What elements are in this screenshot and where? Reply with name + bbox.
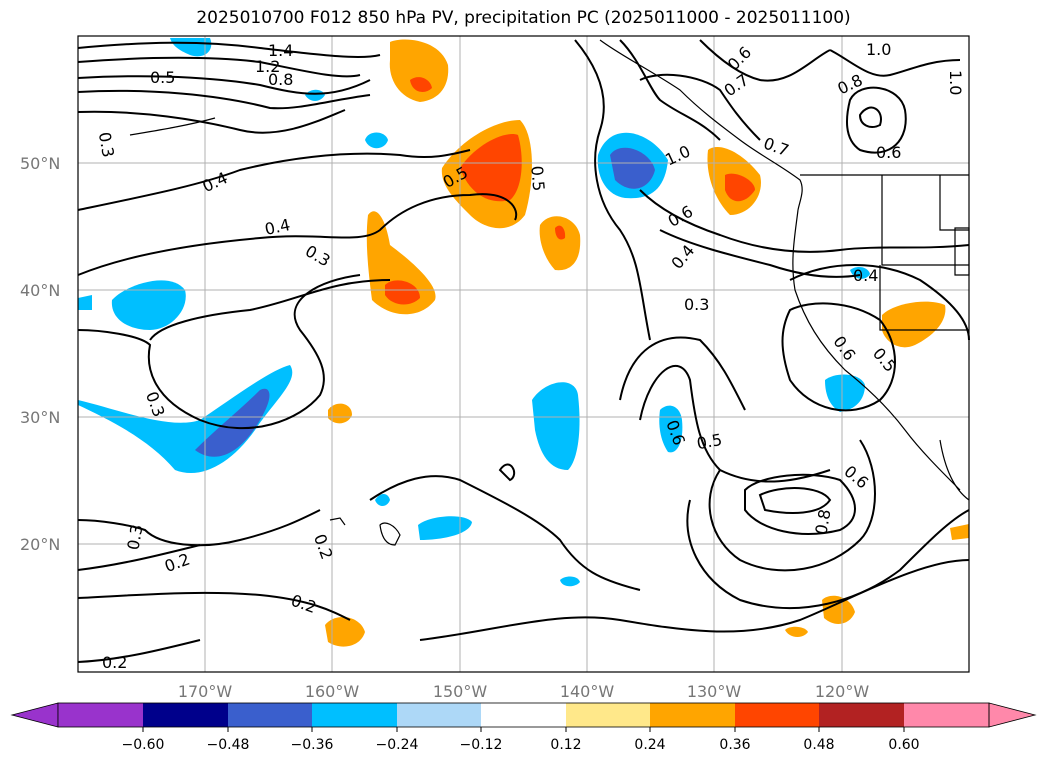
colorbar-tick-label: 0.24 bbox=[634, 737, 665, 753]
colorbar-tick-label: −0.12 bbox=[460, 737, 503, 753]
contour-label: 0.5 bbox=[695, 430, 723, 453]
colorbar-tick-label: 0.48 bbox=[803, 737, 834, 753]
contour-label: 0.5 bbox=[150, 68, 175, 87]
colorbar-segment bbox=[143, 703, 228, 727]
colorbar-tick-label: −0.60 bbox=[122, 737, 165, 753]
colorbar-tick-label: −0.36 bbox=[291, 737, 334, 753]
colorbar-segment bbox=[481, 703, 566, 727]
lon-label-170w: 170°W bbox=[178, 682, 233, 701]
colorbar-segment bbox=[904, 703, 989, 727]
colorbar: −0.60 −0.48 −0.36 −0.24 −0.12 0.12 0.24 … bbox=[10, 702, 1037, 753]
lon-label-150w: 150°W bbox=[433, 682, 488, 701]
colorbar-segment bbox=[735, 703, 819, 727]
pv-contours bbox=[77, 39, 970, 663]
colorbar-tick-label: −0.24 bbox=[376, 737, 419, 753]
colorbar-segment bbox=[819, 703, 904, 727]
colorbar-extend-min bbox=[10, 702, 59, 728]
contour-label: 0.8 bbox=[268, 70, 293, 89]
lat-label-20n: 20°N bbox=[20, 535, 60, 554]
contour-label: 0.3 bbox=[123, 523, 146, 551]
lon-label-130w: 130°W bbox=[687, 682, 742, 701]
colorbar-tick-label: 0.36 bbox=[719, 737, 750, 753]
latitude-labels: 50°N 40°N 30°N 20°N bbox=[20, 154, 60, 554]
contour-label: 0.3 bbox=[684, 295, 709, 314]
contour-label: 0.4 bbox=[853, 266, 878, 285]
precip-negative-shading bbox=[78, 38, 870, 587]
contour-label: 0.5 bbox=[527, 165, 548, 192]
lat-label-30n: 30°N bbox=[20, 408, 60, 427]
contour-label: 1.0 bbox=[866, 40, 891, 59]
colorbar-segment bbox=[228, 703, 312, 727]
longitude-labels: 170°W 160°W 150°W 140°W 130°W 120°W bbox=[178, 682, 870, 701]
lon-label-140w: 140°W bbox=[560, 682, 615, 701]
colorbar-tick-label: 0.60 bbox=[888, 737, 919, 753]
colorbar-segment bbox=[650, 703, 735, 727]
lat-label-50n: 50°N bbox=[20, 154, 60, 173]
colorbar-segment bbox=[397, 703, 481, 727]
lon-label-160w: 160°W bbox=[305, 682, 360, 701]
contour-label: 1.0 bbox=[946, 70, 965, 95]
contour-label: 0.4 bbox=[263, 215, 292, 239]
colorbar-segment bbox=[566, 703, 650, 727]
colorbar-tick-label: 0.12 bbox=[550, 737, 581, 753]
contour-label: 0.8 bbox=[811, 508, 834, 536]
coastlines bbox=[129, 39, 970, 546]
plot-area bbox=[77, 35, 970, 673]
contour-label: 0.2 bbox=[102, 653, 127, 672]
gridlines bbox=[78, 36, 969, 672]
contour-label: 0.6 bbox=[876, 143, 901, 162]
map-title: 2025010700 F012 850 hPa PV, precipitatio… bbox=[196, 8, 851, 28]
lon-label-120w: 120°W bbox=[815, 682, 870, 701]
colorbar-segment bbox=[58, 703, 143, 727]
contour-label: 1.2 bbox=[255, 57, 280, 76]
colorbar-tick-label: −0.48 bbox=[207, 737, 250, 753]
colorbar-extend-max bbox=[988, 702, 1037, 728]
contour-label: 1.4 bbox=[268, 41, 293, 60]
colorbar-segment bbox=[312, 703, 397, 727]
contour-label: 0.3 bbox=[95, 131, 118, 159]
lat-label-40n: 40°N bbox=[20, 281, 60, 300]
